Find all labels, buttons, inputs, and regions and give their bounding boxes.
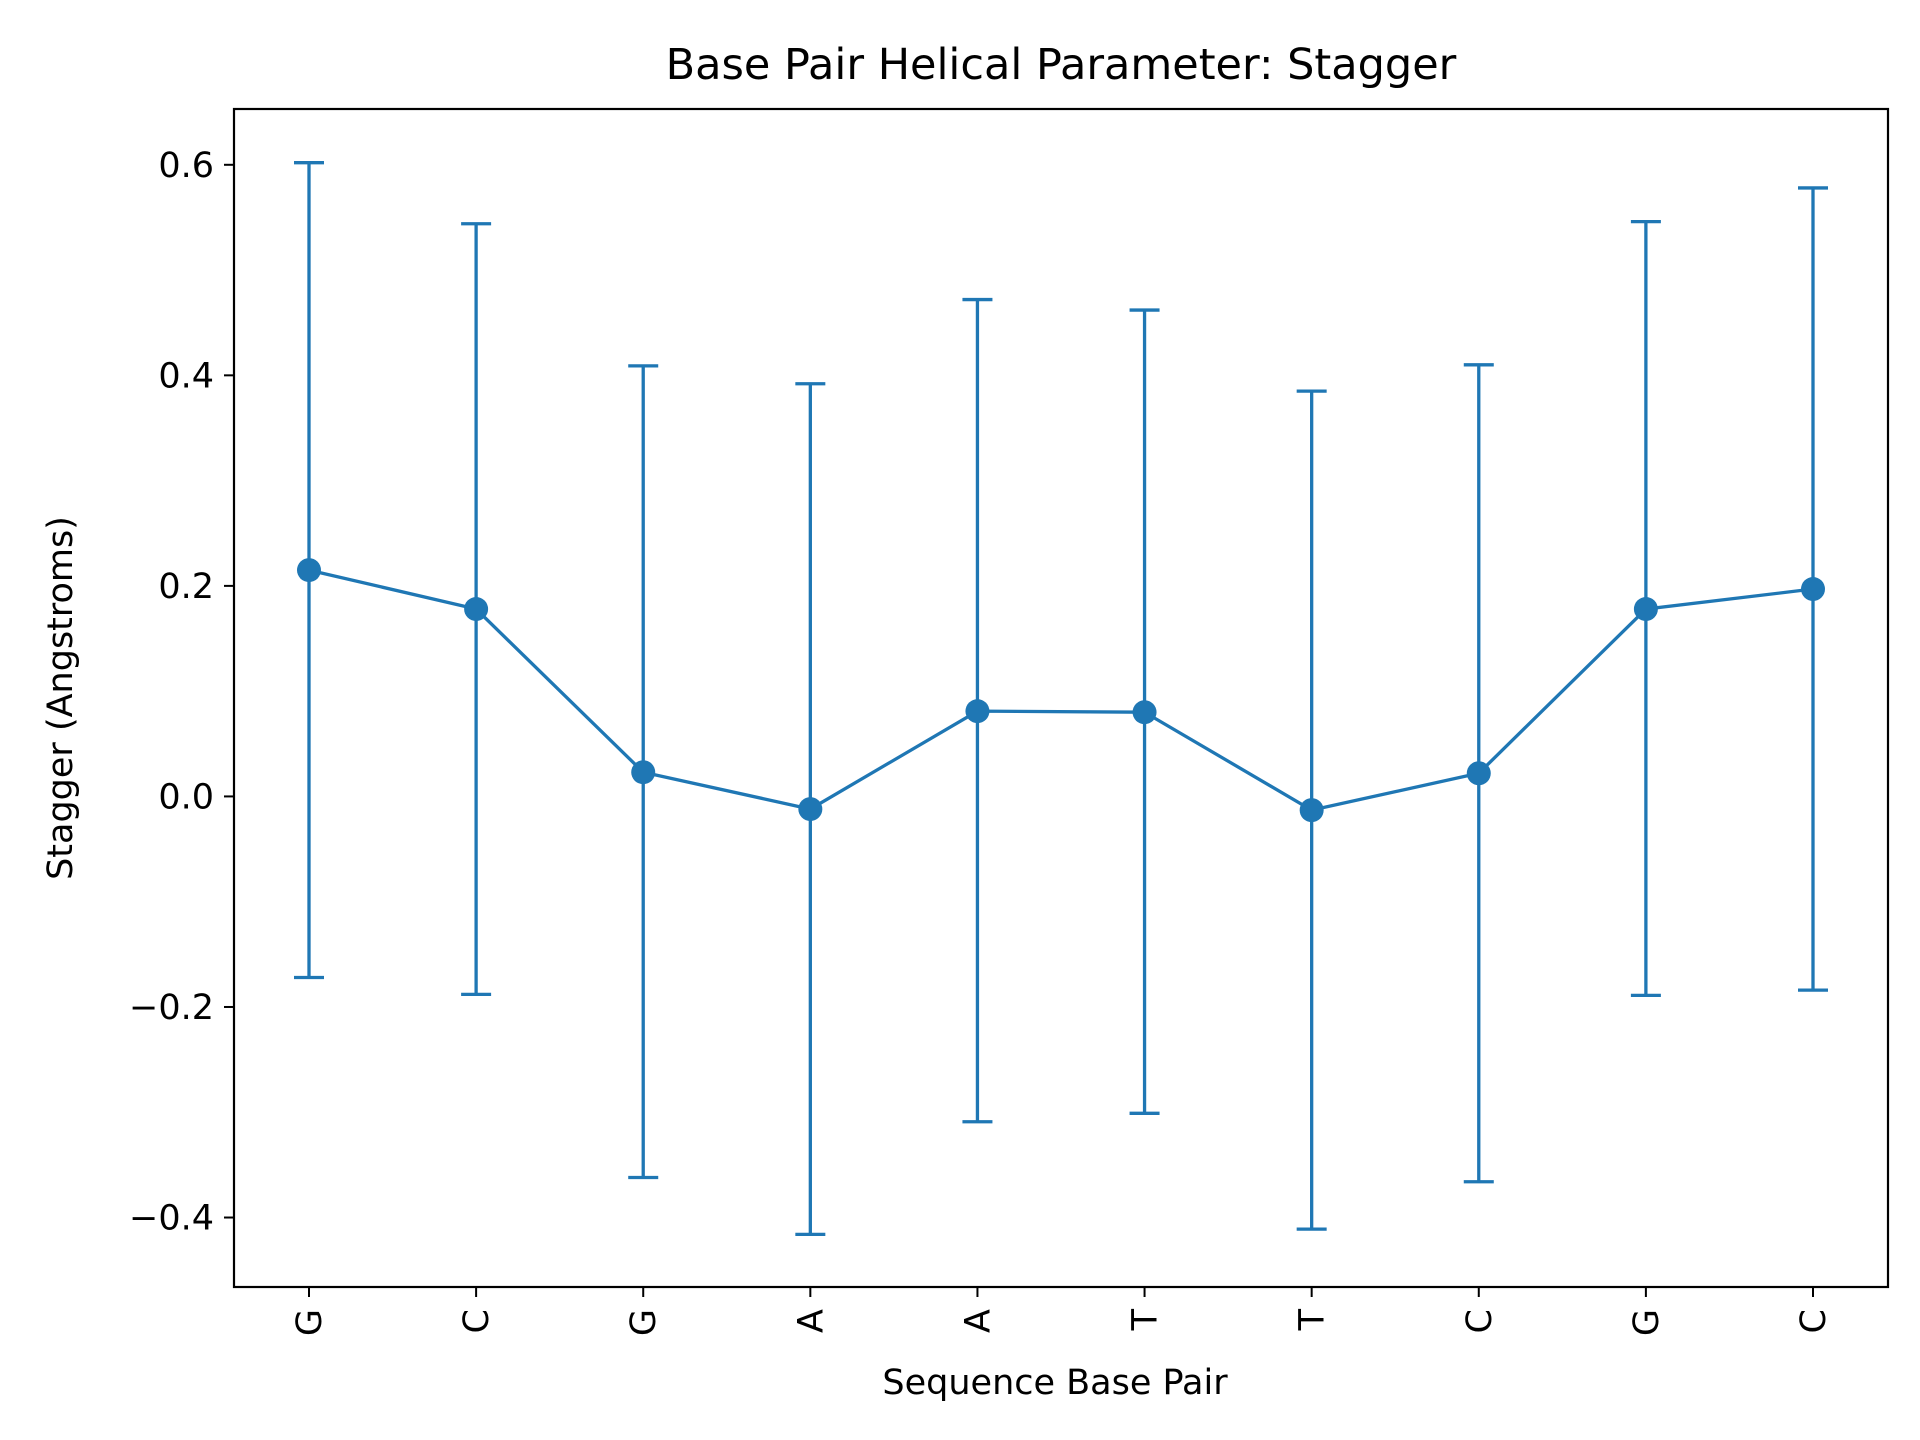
- x-tick-label: G: [1627, 1309, 1667, 1336]
- x-tick-label: T: [1126, 1308, 1166, 1331]
- y-tick-label: 0.2: [158, 567, 214, 607]
- x-tick-label: A: [958, 1309, 998, 1333]
- y-tick-label: 0.4: [158, 356, 214, 396]
- y-tick-label: 0.0: [158, 777, 214, 817]
- y-axis-label: Stagger (Angstroms): [41, 516, 81, 880]
- plot-area-frame: [232, 107, 1890, 1289]
- data-point: [464, 597, 489, 622]
- x-tick-label: T: [1293, 1308, 1333, 1331]
- data-point: [798, 797, 823, 822]
- data-point: [1801, 577, 1825, 602]
- data-point: [631, 760, 656, 785]
- data-point: [965, 699, 990, 724]
- data-point: [297, 558, 321, 583]
- y-tick-label: 0.6: [158, 146, 214, 186]
- x-axis-label: Sequence Base Pair: [882, 1363, 1228, 1403]
- x-tick-label: C: [1794, 1309, 1834, 1333]
- x-tick-label: C: [457, 1309, 497, 1333]
- data-point: [1633, 597, 1658, 622]
- chart-title: Base Pair Helical Parameter: Stagger: [666, 40, 1457, 90]
- y-tick-label: −0.4: [129, 1199, 214, 1239]
- x-tick-label: A: [791, 1309, 831, 1333]
- x-tick-label: G: [624, 1309, 664, 1336]
- y-tick-label: −0.2: [129, 988, 214, 1028]
- data-point: [1132, 700, 1157, 725]
- data-point: [1299, 798, 1324, 823]
- data-point: [1466, 761, 1491, 786]
- x-tick-label: C: [1460, 1309, 1500, 1333]
- x-tick-label: G: [290, 1309, 330, 1336]
- series-line: [308, 568, 1814, 812]
